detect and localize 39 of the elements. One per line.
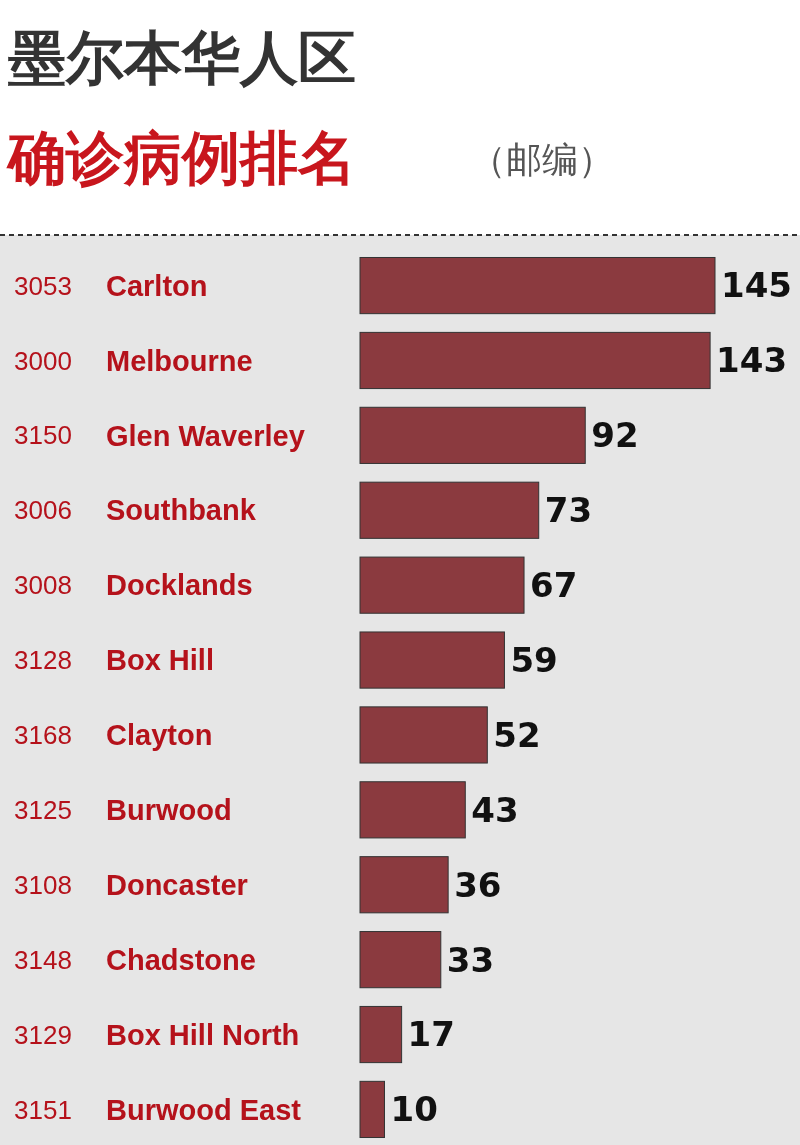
data-label: 73 bbox=[544, 490, 593, 531]
bar bbox=[359, 1080, 385, 1139]
data-label: 67 bbox=[530, 565, 578, 606]
category-label: 3053 Carlton bbox=[14, 269, 208, 302]
text: （邮编） bbox=[470, 139, 614, 180]
category-label: 3125 Burwood bbox=[14, 793, 232, 826]
category-label: 3168 Clayton bbox=[14, 719, 213, 752]
category-label: 3006 Southbank bbox=[14, 494, 256, 527]
bar bbox=[359, 331, 711, 390]
data-label: 52 bbox=[493, 714, 541, 755]
bar bbox=[359, 631, 505, 689]
bar bbox=[359, 556, 525, 614]
data-label: 43 bbox=[471, 789, 519, 830]
bar bbox=[359, 481, 540, 539]
bar bbox=[359, 1005, 403, 1064]
data-label: 92 bbox=[591, 415, 639, 456]
category-label: 3150 Glen Waverley bbox=[14, 419, 305, 452]
data-label: 10 bbox=[390, 1089, 438, 1130]
bar bbox=[359, 256, 716, 315]
bar bbox=[359, 856, 449, 914]
bar bbox=[359, 406, 586, 464]
chart-subtitle: 确诊病例排名 bbox=[6, 124, 356, 192]
category-label: 3128 Box Hill bbox=[14, 644, 214, 677]
category-label: 3148 Chadstone bbox=[14, 943, 256, 976]
category-label: 3151 Burwood East bbox=[14, 1093, 301, 1126]
category-label: 3008 Docklands bbox=[14, 569, 253, 602]
data-label: 59 bbox=[510, 639, 558, 680]
bar bbox=[359, 781, 466, 839]
bar bbox=[359, 931, 442, 989]
data-label: 143 bbox=[716, 340, 788, 381]
data-label: 145 bbox=[721, 265, 792, 306]
data-label: 17 bbox=[407, 1014, 455, 1055]
category-label: 3108 Doncaster bbox=[14, 868, 248, 901]
category-label: 3000 Melbourne bbox=[14, 344, 253, 377]
bar bbox=[359, 706, 488, 764]
data-label: 36 bbox=[454, 864, 502, 905]
category-label: 3129 Box Hill North bbox=[14, 1018, 300, 1051]
chart-title: 墨尔本华人区 bbox=[7, 24, 356, 92]
data-label: 33 bbox=[446, 939, 495, 980]
